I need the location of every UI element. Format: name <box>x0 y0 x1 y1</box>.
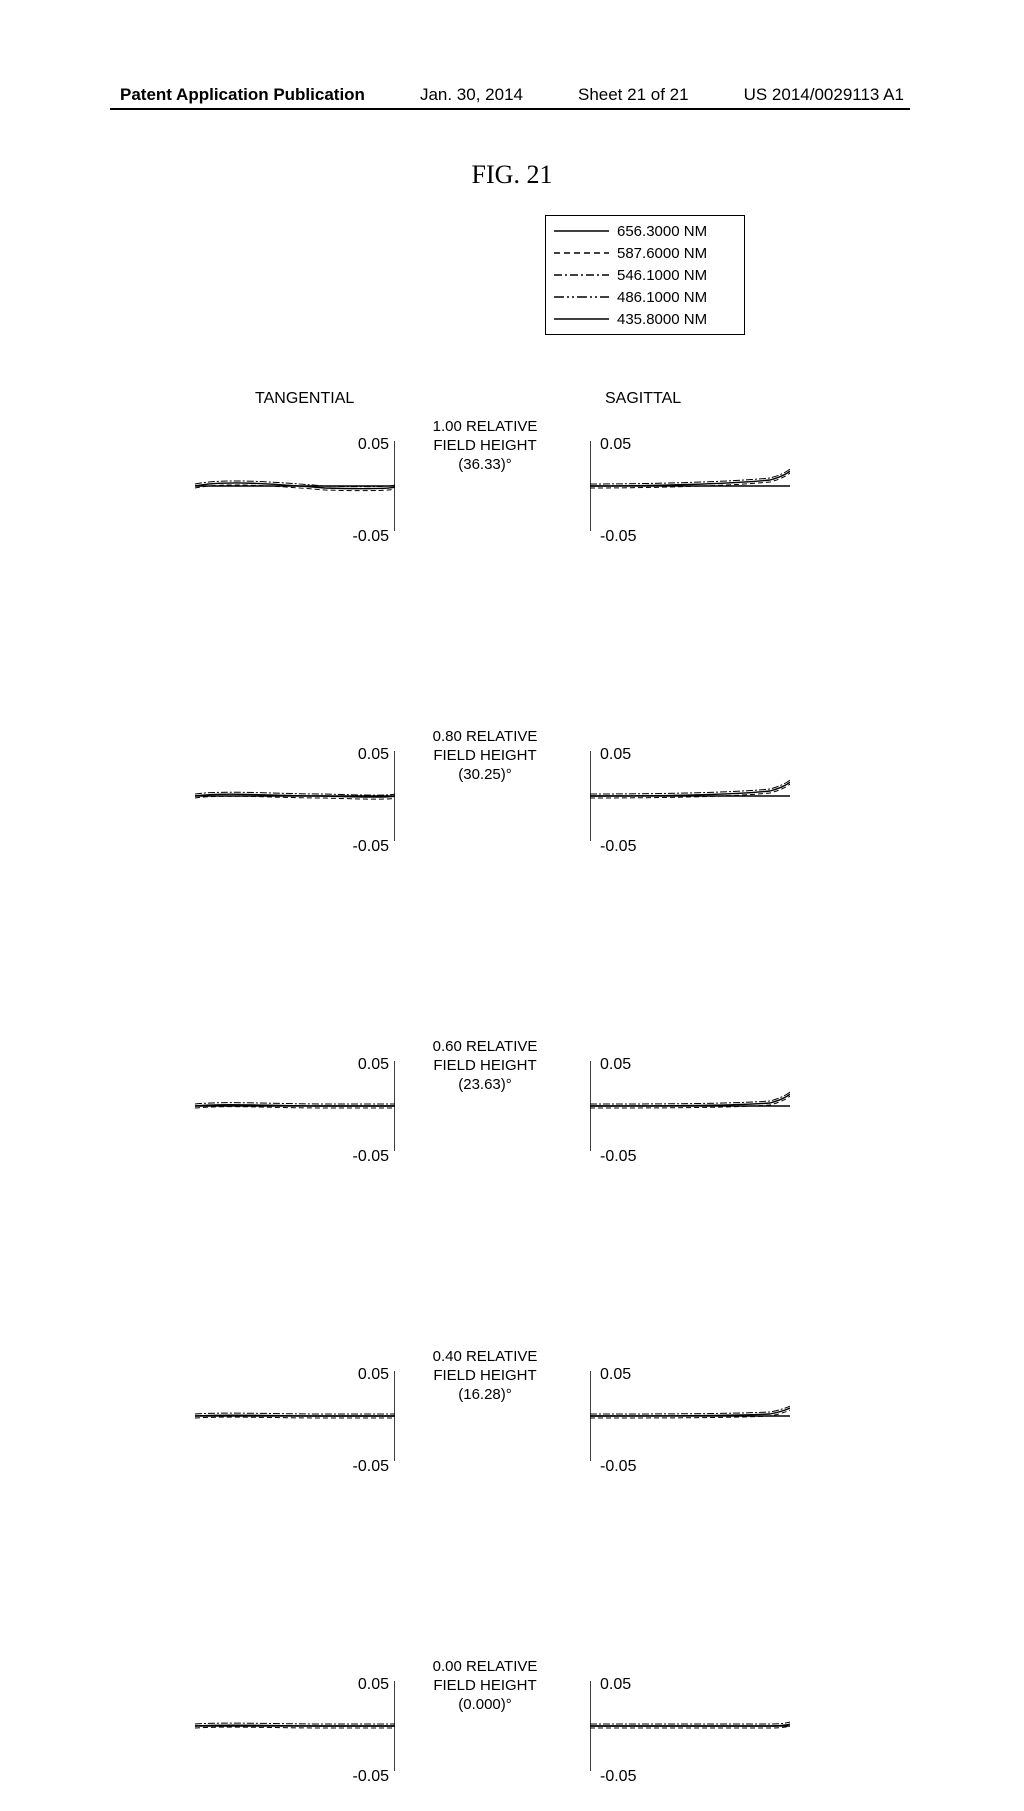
ytick-top: 0.05 <box>600 746 631 764</box>
ytick-bottom: -0.05 <box>600 1768 636 1786</box>
plot-row: 0.00 RELATIVE FIELD HEIGHT (0.000)° 0.05… <box>0 1656 1024 1811</box>
plot-row: 0.40 RELATIVE FIELD HEIGHT (16.28)° 0.05… <box>0 1346 1024 1501</box>
header-divider <box>110 108 910 110</box>
plot-grid: 1.00 RELATIVE FIELD HEIGHT (36.33)° 0.05… <box>0 390 1024 1191</box>
ytick-top: 0.05 <box>358 1676 389 1694</box>
ytick-bottom: -0.05 <box>600 528 636 546</box>
legend: 656.3000 NM 587.6000 NM 546.1000 NM 486.… <box>545 215 745 335</box>
plot-row: 0.80 RELATIVE FIELD HEIGHT (30.25)° 0.05… <box>0 726 1024 881</box>
ytick-top: 0.05 <box>358 436 389 454</box>
ytick-bottom: -0.05 <box>600 1148 636 1166</box>
field-height-text: FIELD HEIGHT <box>433 437 536 454</box>
legend-label: 435.8000 NM <box>617 311 736 328</box>
sagittal-plot: 0.05 -0.05 <box>590 1356 790 1476</box>
ytick-bottom: -0.05 <box>353 1458 389 1476</box>
relative-label: 0.40 RELATIVE <box>433 1348 538 1365</box>
relative-label: 0.60 RELATIVE <box>433 1038 538 1055</box>
docnum-label: US 2014/0029113 A1 <box>744 85 904 105</box>
tangential-plot: 0.05 -0.05 <box>195 1046 395 1166</box>
legend-line-icon <box>554 224 609 238</box>
sagittal-plot: 0.05 -0.05 <box>590 1046 790 1166</box>
ytick-bottom: -0.05 <box>353 1148 389 1166</box>
date-label: Jan. 30, 2014 <box>420 85 523 105</box>
sagittal-plot: 0.05 -0.05 <box>590 736 790 856</box>
ytick-bottom: -0.05 <box>600 1458 636 1476</box>
tangential-plot: 0.05 -0.05 <box>195 426 395 546</box>
field-height-text: FIELD HEIGHT <box>433 1057 536 1074</box>
legend-item: 587.6000 NM <box>554 242 736 264</box>
field-height-text: FIELD HEIGHT <box>433 1367 536 1384</box>
field-height-label: 0.40 RELATIVE FIELD HEIGHT (16.28)° <box>390 1348 580 1404</box>
angle-label: (30.25)° <box>458 766 512 783</box>
legend-label: 486.1000 NM <box>617 289 736 306</box>
figure-title: FIG. 21 <box>0 160 1024 190</box>
plot-row: 1.00 RELATIVE FIELD HEIGHT (36.33)° 0.05… <box>0 416 1024 571</box>
plot-row: 0.60 RELATIVE FIELD HEIGHT (23.63)° 0.05… <box>0 1036 1024 1191</box>
sagittal-plot: 0.05 -0.05 <box>590 1666 790 1786</box>
relative-label: 0.80 RELATIVE <box>433 728 538 745</box>
angle-label: (36.33)° <box>458 456 512 473</box>
legend-item: 435.8000 NM <box>554 308 736 330</box>
publication-label: Patent Application Publication <box>120 85 365 105</box>
ytick-top: 0.05 <box>358 746 389 764</box>
legend-label: 546.1000 NM <box>617 267 736 284</box>
ytick-bottom: -0.05 <box>353 838 389 856</box>
ytick-top: 0.05 <box>600 1056 631 1074</box>
tangential-plot: 0.05 -0.05 <box>195 1666 395 1786</box>
tangential-plot: 0.05 -0.05 <box>195 736 395 856</box>
legend-item: 546.1000 NM <box>554 264 736 286</box>
sheet-label: Sheet 21 of 21 <box>578 85 689 105</box>
angle-label: (0.000)° <box>458 1696 512 1713</box>
legend-label: 587.6000 NM <box>617 245 736 262</box>
ytick-top: 0.05 <box>600 1366 631 1384</box>
ytick-top: 0.05 <box>600 1676 631 1694</box>
legend-item: 486.1000 NM <box>554 286 736 308</box>
ytick-top: 0.05 <box>358 1056 389 1074</box>
page-header: Patent Application Publication Jan. 30, … <box>0 85 1024 105</box>
field-height-label: 0.00 RELATIVE FIELD HEIGHT (0.000)° <box>390 1658 580 1714</box>
legend-line-icon <box>554 268 609 282</box>
ytick-top: 0.05 <box>358 1366 389 1384</box>
field-height-label: 0.60 RELATIVE FIELD HEIGHT (23.63)° <box>390 1038 580 1094</box>
legend-item: 656.3000 NM <box>554 220 736 242</box>
legend-line-icon <box>554 312 609 326</box>
legend-line-icon <box>554 246 609 260</box>
ytick-bottom: -0.05 <box>353 1768 389 1786</box>
relative-label: 0.00 RELATIVE <box>433 1658 538 1675</box>
field-height-text: FIELD HEIGHT <box>433 1677 536 1694</box>
ytick-bottom: -0.05 <box>353 528 389 546</box>
sagittal-plot: 0.05 -0.05 <box>590 426 790 546</box>
relative-label: 1.00 RELATIVE <box>433 418 538 435</box>
ytick-bottom: -0.05 <box>600 838 636 856</box>
field-height-label: 0.80 RELATIVE FIELD HEIGHT (30.25)° <box>390 728 580 784</box>
field-height-label: 1.00 RELATIVE FIELD HEIGHT (36.33)° <box>390 418 580 474</box>
angle-label: (23.63)° <box>458 1076 512 1093</box>
field-height-text: FIELD HEIGHT <box>433 747 536 764</box>
legend-line-icon <box>554 290 609 304</box>
legend-label: 656.3000 NM <box>617 223 736 240</box>
ytick-top: 0.05 <box>600 436 631 454</box>
tangential-plot: 0.05 -0.05 <box>195 1356 395 1476</box>
angle-label: (16.28)° <box>458 1386 512 1403</box>
